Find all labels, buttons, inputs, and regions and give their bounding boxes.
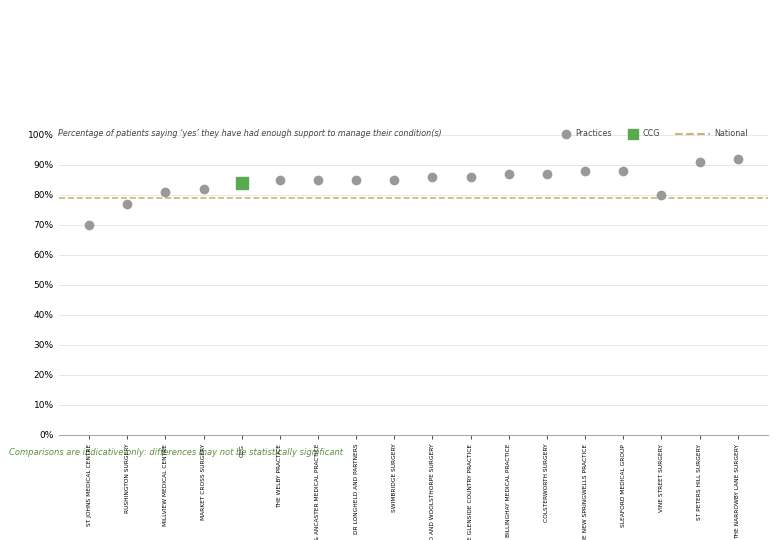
Text: Base: All with a long-term condition excluding ‘I haven’t needed support’ and ‘D: Base: All with a long-term condition exc…: [9, 483, 537, 488]
Text: Support with managing long-term health conditions:
how the CCG’s practices compa: Support with managing long-term health c…: [10, 10, 527, 51]
Text: 37: 37: [383, 511, 397, 521]
Text: Q38. In the last 12 months, have you had enough support from local services or o: Q38. In the last 12 months, have you had…: [10, 89, 493, 111]
Text: Practices: Practices: [575, 129, 612, 138]
Text: Ipsos MORI
Social Research Institute
© Ipsos MORI   18-043659-01 | Version 1| Pu: Ipsos MORI Social Research Institute © I…: [9, 516, 154, 535]
Text: National: National: [714, 129, 748, 138]
Text: Comparisons are indicative only: differences may not be statistically significan: Comparisons are indicative only: differe…: [9, 448, 343, 457]
Text: CCG: CCG: [643, 129, 660, 138]
Text: Percentage of patients saying ‘yes’ they have had enough support to manage their: Percentage of patients saying ‘yes’ they…: [58, 129, 442, 138]
Text: %Yes = %Yes, definitely + %Yes, to some extent: %Yes = %Yes, definitely + %Yes, to some …: [679, 483, 780, 488]
